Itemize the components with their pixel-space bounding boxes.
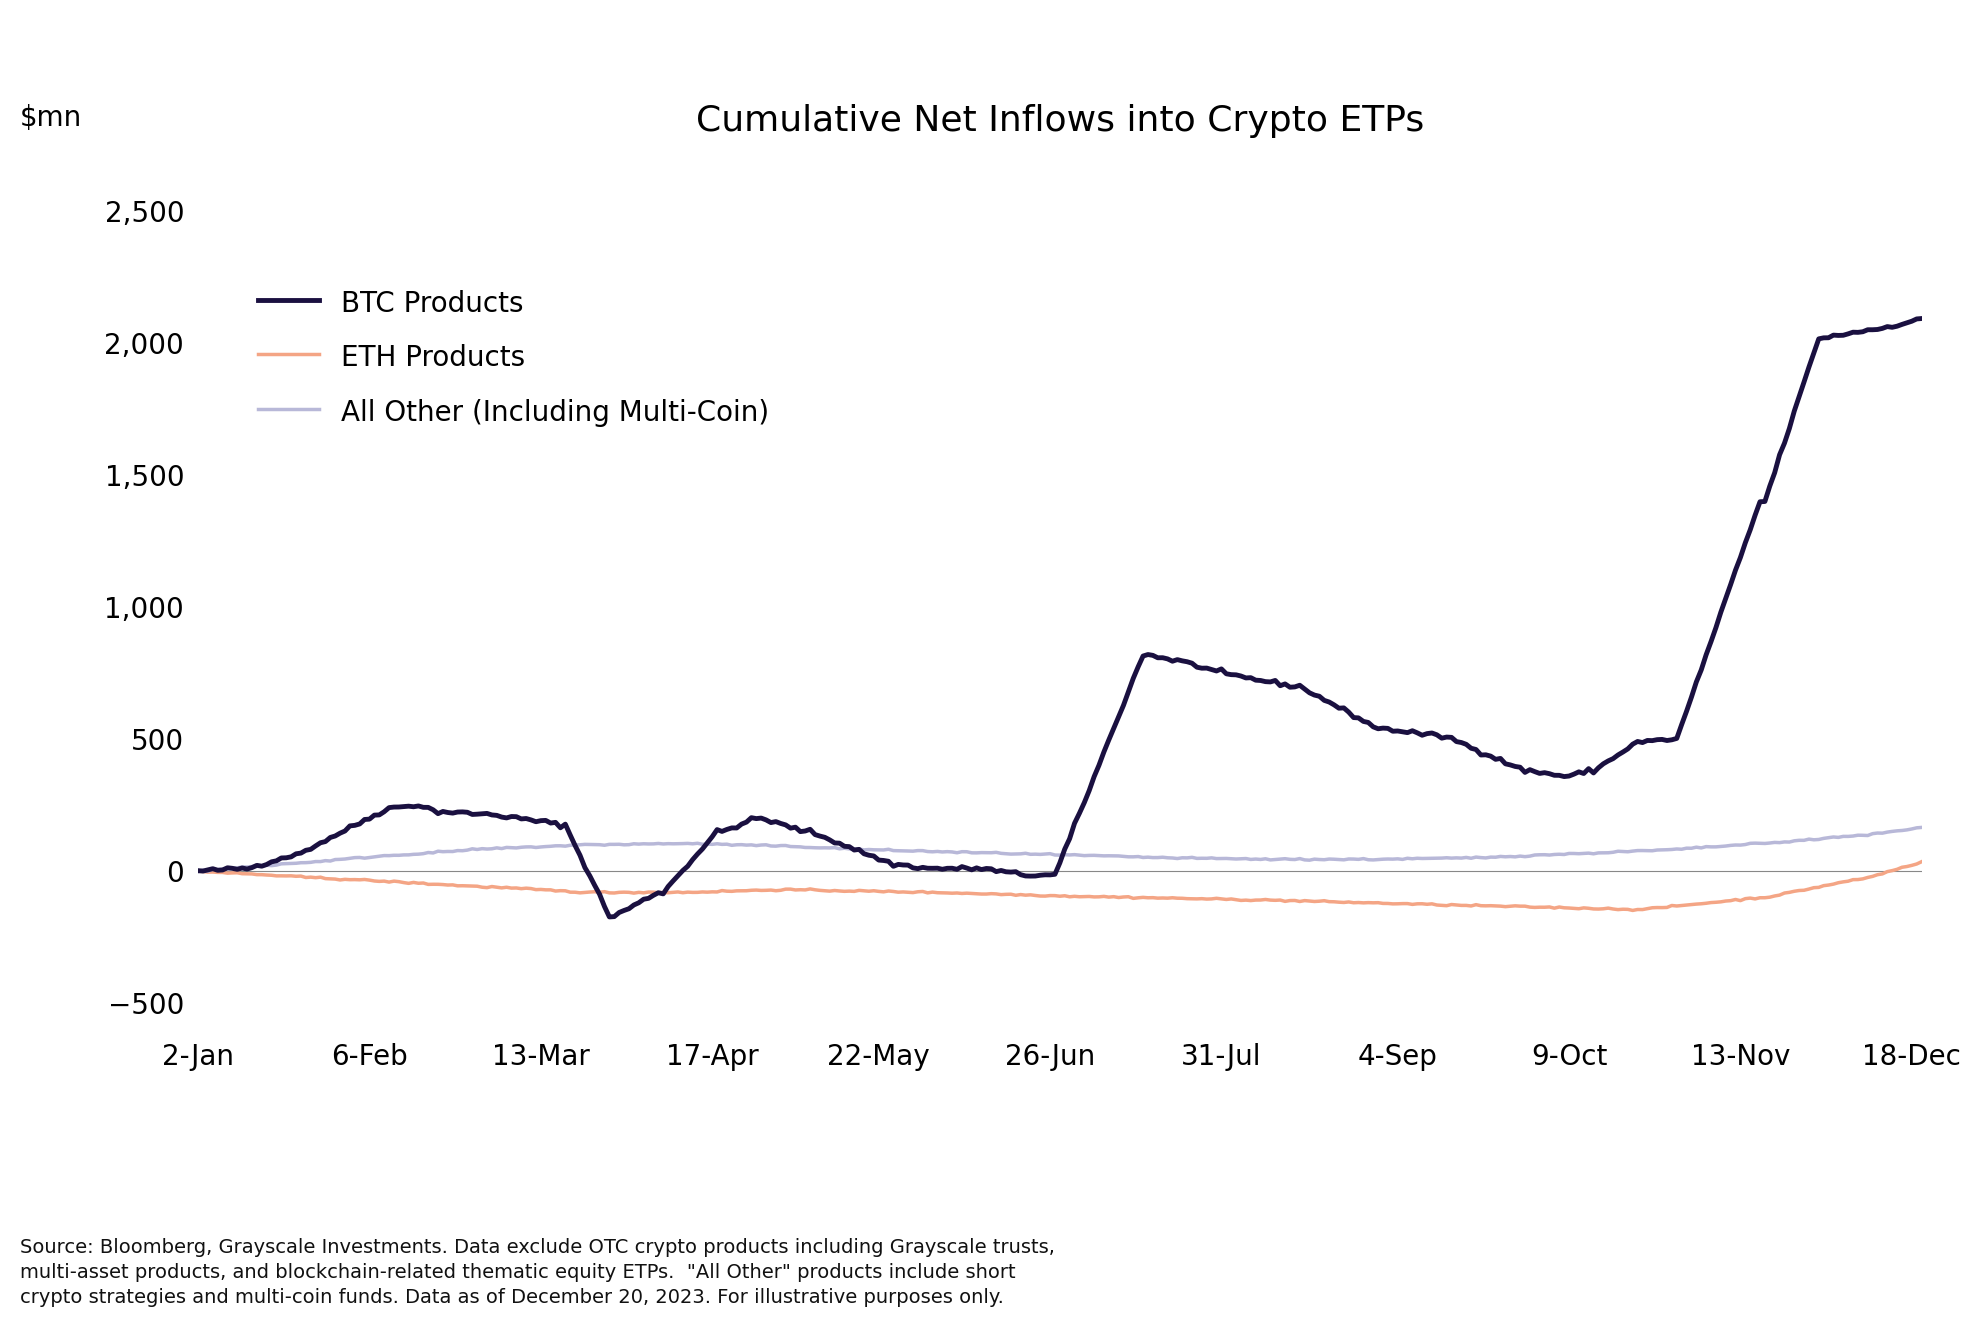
Title: Cumulative Net Inflows into Crypto ETPs: Cumulative Net Inflows into Crypto ETPs (695, 104, 1424, 137)
Text: Source: Bloomberg, Grayscale Investments. Data exclude OTC crypto products inclu: Source: Bloomberg, Grayscale Investments… (20, 1238, 1053, 1307)
Legend: BTC Products, ETH Products, All Other (Including Multi-Coin): BTC Products, ETH Products, All Other (I… (246, 277, 780, 438)
Text: $mn: $mn (20, 104, 81, 132)
